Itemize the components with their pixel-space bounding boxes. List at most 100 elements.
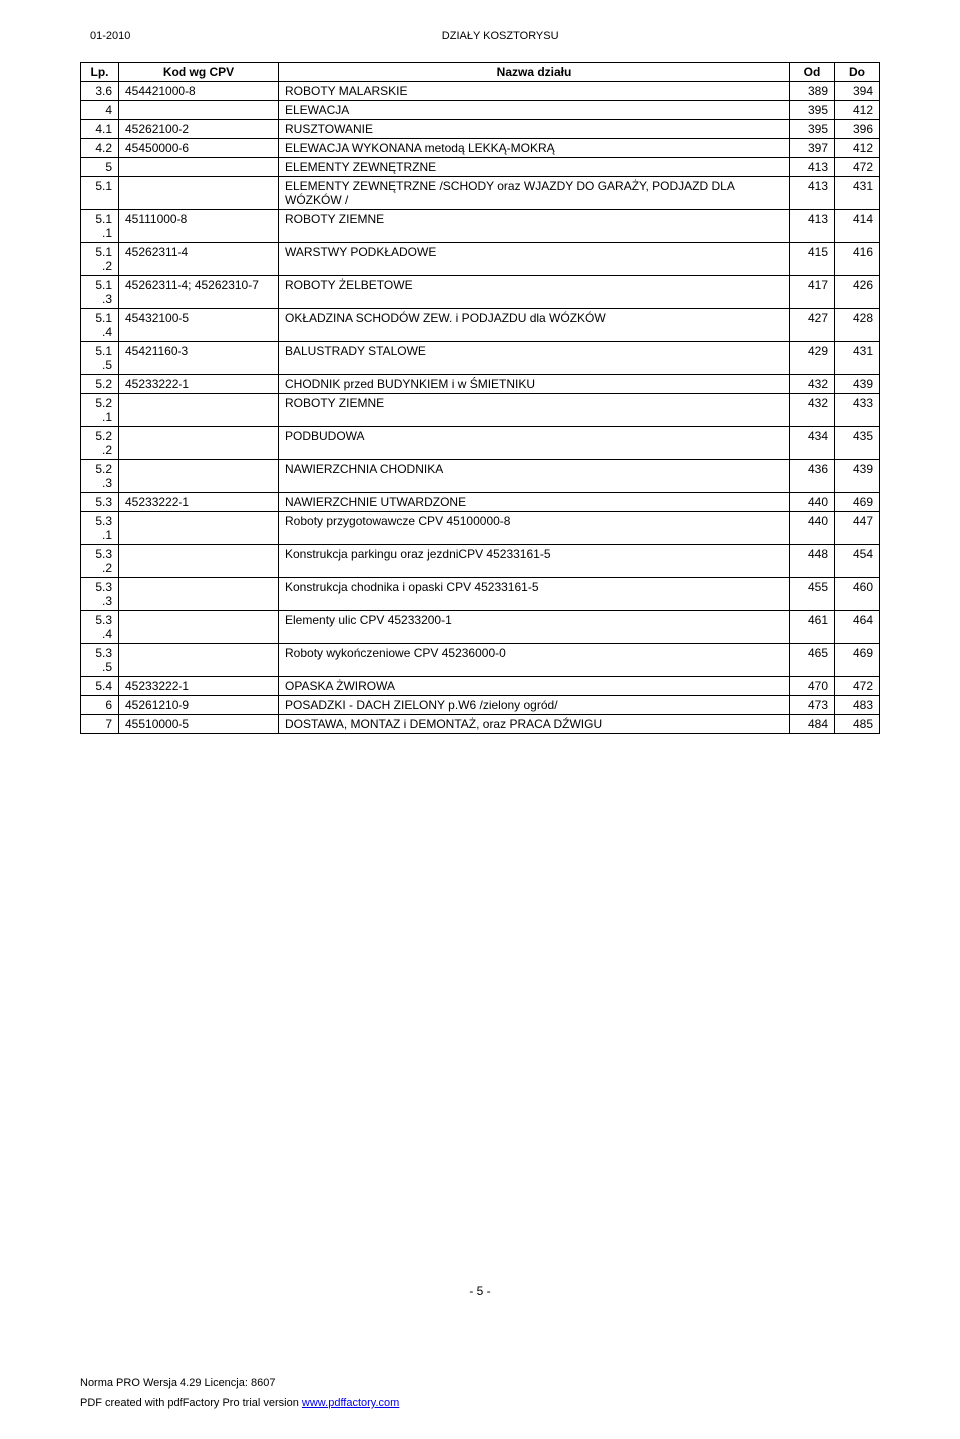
cell-od: 436 [790, 460, 835, 493]
cell-kod: 45111000-8 [119, 210, 279, 243]
cell-nazwa: ELEWACJA [279, 101, 790, 120]
cell-kod: 45450000-6 [119, 139, 279, 158]
cell-lp: 5.3.5 [81, 644, 119, 677]
page: 01-2010 DZIAŁY KOSZTORYSU Lp. Kod wg CPV… [0, 0, 960, 1439]
cell-do: 464 [835, 611, 880, 644]
cell-od: 415 [790, 243, 835, 276]
cell-od: 465 [790, 644, 835, 677]
cell-kod: 45261210-9 [119, 696, 279, 715]
cell-lp: 5.1.1 [81, 210, 119, 243]
page-footer: Norma PRO Wersja 4.29 Licencja: 8607 PDF… [80, 1377, 399, 1409]
cell-do: 426 [835, 276, 880, 309]
table-row: 4.245450000-6ELEWACJA WYKONANA metodą LE… [81, 139, 880, 158]
cell-od: 448 [790, 545, 835, 578]
table-row: 3.6454421000-8ROBOTY MALARSKIE389394 [81, 82, 880, 101]
cell-do: 485 [835, 715, 880, 734]
page-header: 01-2010 DZIAŁY KOSZTORYSU [80, 30, 880, 42]
cell-kod: 45262100-2 [119, 120, 279, 139]
cell-nazwa: NAWIERZCHNIE UTWARDZONE [279, 493, 790, 512]
cell-do: 472 [835, 158, 880, 177]
table-row: 5.2.2PODBUDOWA434435 [81, 427, 880, 460]
table-row: 5.3.1 Roboty przygotowawcze CPV 45100000-… [81, 512, 880, 545]
cell-lp: 3.6 [81, 82, 119, 101]
cell-do: 469 [835, 493, 880, 512]
cell-do: 469 [835, 644, 880, 677]
cell-do: 428 [835, 309, 880, 342]
table-row: 5.3.3 Konstrukcja chodnika i opaski CPV 4… [81, 578, 880, 611]
cell-nazwa: PODBUDOWA [279, 427, 790, 460]
cell-do: 396 [835, 120, 880, 139]
cell-nazwa: WARSTWY PODKŁADOWE [279, 243, 790, 276]
cell-nazwa: Elementy ulic CPV 45233200-1 [279, 611, 790, 644]
cell-lp: 5.1.2 [81, 243, 119, 276]
cell-lp: 4.2 [81, 139, 119, 158]
table-row: 5.2.3NAWIERZCHNIA CHODNIKA436439 [81, 460, 880, 493]
table-body: 3.6454421000-8ROBOTY MALARSKIE3893944ELE… [81, 82, 880, 734]
cell-kod [119, 644, 279, 677]
table-row: 5ELEMENTY ZEWNĘTRZNE413472 [81, 158, 880, 177]
cell-od: 432 [790, 394, 835, 427]
cell-do: 454 [835, 545, 880, 578]
cell-lp: 5.1.4 [81, 309, 119, 342]
table-row: 5.3.5 Roboty wykończeniowe CPV 45236000-0… [81, 644, 880, 677]
cell-lp: 5.3.1 [81, 512, 119, 545]
table-row: 5.1ELEMENTY ZEWNĘTRZNE /SCHODY oraz WJAZ… [81, 177, 880, 210]
cell-kod [119, 177, 279, 210]
header-left: 01-2010 [90, 30, 130, 42]
kosztorys-table: Lp. Kod wg CPV Nazwa działu Od Do 3.6454… [80, 62, 880, 734]
cell-kod: 45233222-1 [119, 375, 279, 394]
cell-lp: 5.3.3 [81, 578, 119, 611]
cell-do: 447 [835, 512, 880, 545]
cell-do: 460 [835, 578, 880, 611]
table-row: 5.1.345262311-4; 45262310-7ROBOTY ŻELBET… [81, 276, 880, 309]
cell-do: 414 [835, 210, 880, 243]
cell-od: 484 [790, 715, 835, 734]
table-row: 5.445233222-1OPASKA ŻWIROWA470472 [81, 677, 880, 696]
cell-lp: 5.3.2 [81, 545, 119, 578]
cell-kod: 45233222-1 [119, 493, 279, 512]
cell-do: 483 [835, 696, 880, 715]
col-header-lp: Lp. [81, 63, 119, 82]
cell-nazwa: ELEMENTY ZEWNĘTRZNE [279, 158, 790, 177]
cell-nazwa: CHODNIK przed BUDYNKIEM i w ŚMIETNIKU [279, 375, 790, 394]
cell-nazwa: OPASKA ŻWIROWA [279, 677, 790, 696]
cell-od: 434 [790, 427, 835, 460]
cell-lp: 5.2 [81, 375, 119, 394]
cell-kod [119, 545, 279, 578]
cell-od: 470 [790, 677, 835, 696]
cell-kod: 45233222-1 [119, 677, 279, 696]
cell-lp: 5.1.3 [81, 276, 119, 309]
table-row: 4ELEWACJA395412 [81, 101, 880, 120]
table-row: 5.3.4 Elementy ulic CPV 45233200-1461464 [81, 611, 880, 644]
cell-od: 397 [790, 139, 835, 158]
header-center: DZIAŁY KOSZTORYSU [442, 30, 559, 42]
cell-do: 394 [835, 82, 880, 101]
cell-do: 412 [835, 139, 880, 158]
cell-kod [119, 512, 279, 545]
footer-line1: Norma PRO Wersja 4.29 Licencja: 8607 [80, 1377, 399, 1389]
cell-lp: 5.2.2 [81, 427, 119, 460]
cell-nazwa: BALUSTRADY STALOWE [279, 342, 790, 375]
footer-link[interactable]: www.pdffactory.com [302, 1397, 399, 1409]
cell-lp: 4.1 [81, 120, 119, 139]
cell-od: 389 [790, 82, 835, 101]
cell-nazwa: Konstrukcja parkingu oraz jezdniCPV 4523… [279, 545, 790, 578]
cell-kod: 45510000-5 [119, 715, 279, 734]
cell-nazwa: NAWIERZCHNIA CHODNIKA [279, 460, 790, 493]
cell-lp: 7 [81, 715, 119, 734]
cell-nazwa: ELEMENTY ZEWNĘTRZNE /SCHODY oraz WJAZDY … [279, 177, 790, 210]
table-row: 5.2.1ROBOTY ZIEMNE432433 [81, 394, 880, 427]
cell-od: 461 [790, 611, 835, 644]
footer-line2: PDF created with pdfFactory Pro trial ve… [80, 1397, 399, 1409]
cell-od: 413 [790, 177, 835, 210]
cell-nazwa: Roboty wykończeniowe CPV 45236000-0 [279, 644, 790, 677]
cell-nazwa: Konstrukcja chodnika i opaski CPV 452331… [279, 578, 790, 611]
cell-nazwa: Roboty przygotowawcze CPV 45100000-8 [279, 512, 790, 545]
cell-lp: 5.2.1 [81, 394, 119, 427]
cell-kod: 45432100-5 [119, 309, 279, 342]
cell-nazwa: ROBOTY ŻELBETOWE [279, 276, 790, 309]
cell-lp: 5.1.5 [81, 342, 119, 375]
table-row: 745510000-5DOSTAWA, MONTAZ i DEMONTAŻ, o… [81, 715, 880, 734]
cell-nazwa: ROBOTY ZIEMNE [279, 394, 790, 427]
cell-lp: 5.3.4 [81, 611, 119, 644]
